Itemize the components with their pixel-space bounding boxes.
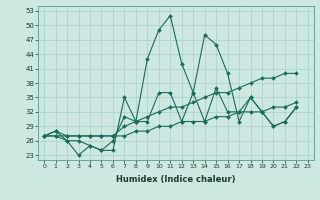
X-axis label: Humidex (Indice chaleur): Humidex (Indice chaleur) bbox=[116, 175, 236, 184]
